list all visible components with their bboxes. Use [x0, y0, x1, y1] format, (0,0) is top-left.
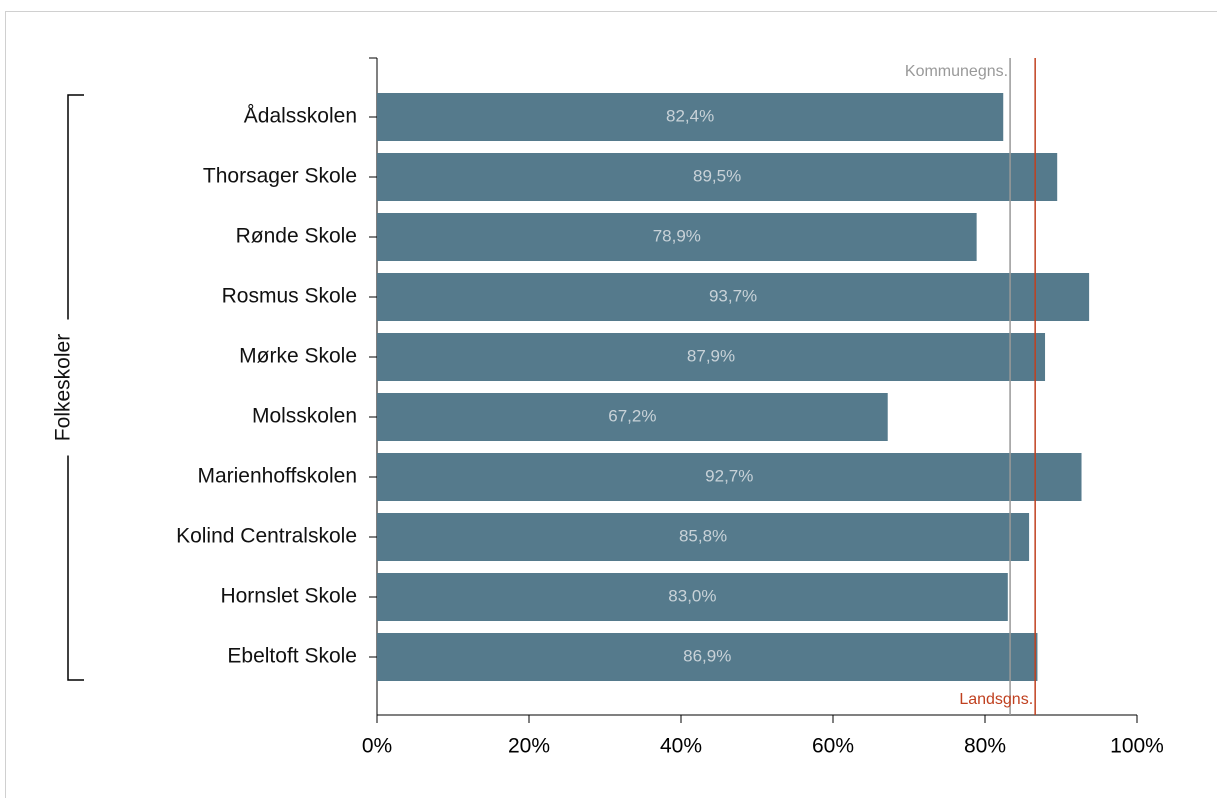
y-tick-label: Kolind Centralskole: [176, 525, 357, 548]
x-tick-label: 80%: [964, 735, 1006, 758]
bar: [377, 93, 1004, 141]
x-tick-label: 40%: [660, 735, 702, 758]
bar: [377, 213, 977, 261]
bar: [377, 393, 888, 441]
x-tick-label: 0%: [362, 735, 392, 758]
value-label: 82,4%: [666, 106, 714, 125]
y-tick-label: Molsskolen: [252, 405, 357, 428]
bar: [377, 333, 1046, 381]
y-tick-label: Hornslet Skole: [220, 585, 357, 608]
bar: [377, 633, 1038, 681]
y-tick-label: Mørke Skole: [239, 345, 357, 368]
bar: [377, 273, 1090, 321]
y-tick-label: Rosmus Skole: [222, 285, 357, 308]
reference-label: Landsgns.: [959, 691, 1033, 708]
y-tick-label: Rønde Skole: [236, 225, 357, 248]
value-label: 87,9%: [687, 346, 735, 365]
value-label: 83,0%: [668, 586, 716, 605]
value-label: 93,7%: [709, 286, 757, 305]
x-tick-label: 100%: [1110, 735, 1164, 758]
x-tick-label: 60%: [812, 735, 854, 758]
y-tick-label: Marienhoffskolen: [197, 465, 357, 488]
bar: [377, 513, 1030, 561]
bar: [377, 153, 1058, 201]
value-label: 86,9%: [683, 646, 731, 665]
x-tick-label: 20%: [508, 735, 550, 758]
value-label: 78,9%: [653, 226, 701, 245]
value-label: 67,2%: [608, 406, 656, 425]
y-tick-label: Ebeltoft Skole: [227, 645, 357, 668]
reference-label: Kommunegns.: [905, 63, 1008, 80]
y-tick-label: Ådalsskolen: [244, 105, 357, 128]
value-label: 92,7%: [705, 466, 753, 485]
value-label: 89,5%: [693, 166, 741, 185]
group-label-bg: [54, 319, 82, 456]
bar: [377, 453, 1082, 501]
group-label: Folkeskoler: [52, 334, 75, 441]
value-label: 85,8%: [679, 526, 727, 545]
bar: [377, 573, 1008, 621]
y-tick-label: Thorsager Skole: [203, 165, 357, 188]
frame: [5, 11, 1217, 798]
